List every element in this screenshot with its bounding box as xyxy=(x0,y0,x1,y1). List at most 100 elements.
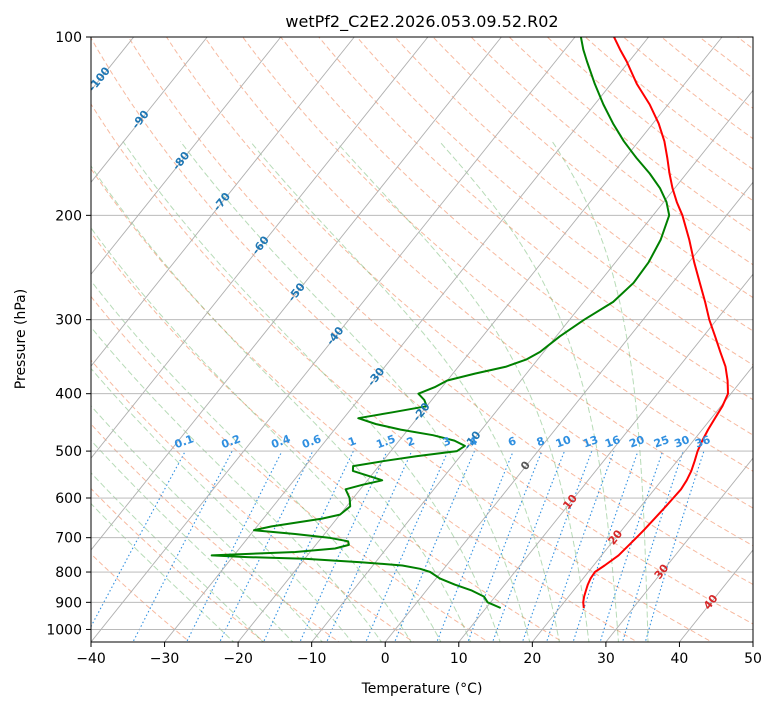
mixing-ratio-label: 10 xyxy=(554,433,573,451)
mixing-ratio-line xyxy=(622,450,684,642)
moist-adiabat-line xyxy=(179,141,531,642)
mixing-ratio-line xyxy=(546,450,615,642)
moist-adiabat-line xyxy=(91,405,323,642)
moist-adiabat-line xyxy=(551,141,649,642)
isotherm-line xyxy=(91,37,282,275)
x-tick-label: −40 xyxy=(76,651,106,667)
dry-adiabat-line xyxy=(432,37,753,299)
mixing-ratio-label: 16 xyxy=(603,433,622,451)
isotherm-line xyxy=(531,365,753,642)
x-tick-label: 20 xyxy=(523,651,541,667)
isotherm-line xyxy=(237,37,723,642)
mixing-ratio-label: 0.1 xyxy=(173,432,196,451)
moist-adiabat-line xyxy=(122,141,501,642)
moist-adiabat-line xyxy=(91,280,412,642)
isotherm-line xyxy=(91,37,429,459)
y-tick-label: 600 xyxy=(55,491,82,507)
dry-adiabat-line xyxy=(318,37,753,401)
mixing-ratio-line xyxy=(436,450,514,642)
y-tick-label: 800 xyxy=(55,565,82,581)
y-tick-label: 500 xyxy=(55,444,82,460)
dry-adiabat-line xyxy=(280,37,753,436)
mixing-ratio-label: 1.5 xyxy=(374,432,397,451)
dry-adiabat-line xyxy=(91,232,564,642)
temperature-line xyxy=(582,37,729,609)
isotherm-line xyxy=(605,457,753,642)
dewpoint-line xyxy=(210,37,671,609)
moist-adiabat-line xyxy=(91,439,294,642)
y-tick-label: 700 xyxy=(55,531,82,547)
dry-adiabat-line xyxy=(203,37,753,509)
moist-adiabat-line xyxy=(91,326,383,642)
mixing-ratio-label: 0.4 xyxy=(269,432,292,451)
moist-adiabat-line xyxy=(438,140,619,642)
chart-title: wetPf2_C2E2.2026.053.09.52.R02 xyxy=(285,12,558,32)
line-labels: -100-90-80-70-60-50-40-30-20-10010203040… xyxy=(86,64,721,612)
mixing-ratio-line xyxy=(572,450,639,642)
dry-adiabat-line xyxy=(758,24,775,645)
moist-adiabat-line xyxy=(249,140,560,642)
moist-adiabat-line xyxy=(91,472,264,642)
isotherm-line xyxy=(91,37,576,642)
mixing-ratio-label: 6 xyxy=(506,434,518,449)
plot-background xyxy=(91,37,753,642)
mixing-ratio-label: 36 xyxy=(693,433,712,451)
mixing-ratio-label: 8 xyxy=(535,434,547,449)
axes: −40 −30 −20 −10 0 10 20 30 40 5010020030040050060… xyxy=(46,30,762,667)
mixing-ratio-label: 2 xyxy=(405,434,417,449)
dry-adiabat-line xyxy=(394,37,753,332)
mixing-ratio-line xyxy=(394,450,476,642)
plot-frame xyxy=(90,36,754,643)
isotherm-line xyxy=(311,89,753,642)
y-tick-label: 300 xyxy=(55,313,82,329)
mixing-ratio-line xyxy=(599,450,664,642)
isotherm-line xyxy=(91,37,208,183)
x-axis-label: Temperature (°C) xyxy=(361,681,483,697)
x-tick-label: 0 xyxy=(381,651,390,667)
x-tick-label: 30 xyxy=(597,651,615,667)
mixing-ratio-label: 30 xyxy=(673,433,692,451)
isotherm-line xyxy=(458,273,753,642)
mixing-ratio-line xyxy=(185,450,283,642)
moist-adiabat-line xyxy=(91,367,353,642)
mixing-ratio-line xyxy=(91,450,186,628)
mixing-ratio-label: 25 xyxy=(652,433,671,450)
isotherm-line xyxy=(384,181,753,642)
mixing-ratio-line xyxy=(644,450,705,642)
mixing-ratio-label: 20 xyxy=(627,433,646,451)
mixing-ratio-label: 3 xyxy=(441,434,453,449)
y-tick-label: 400 xyxy=(55,387,82,403)
moist-adiabat-line xyxy=(91,227,442,642)
y-tick-label: 200 xyxy=(55,208,82,224)
mixing-ratio-line xyxy=(262,450,354,642)
mixing-ratio-label: 0.2 xyxy=(220,432,243,451)
background-lines xyxy=(0,24,775,645)
moist-adiabat-line xyxy=(91,165,472,642)
isotherm-line xyxy=(91,37,502,551)
x-tick-label: 10 xyxy=(450,651,468,667)
x-tick-label: 50 xyxy=(744,651,762,667)
mixing-ratio-label: 4 xyxy=(467,434,479,449)
y-tick-label: 100 xyxy=(55,30,82,46)
isotherm-line xyxy=(91,37,355,367)
isotherm-line xyxy=(0,37,60,642)
plot-area xyxy=(91,37,753,642)
y-axis-label: Pressure (hPa) xyxy=(13,289,29,389)
dry-adiabat-line xyxy=(165,37,753,547)
mixing-ratio-label: 0.6 xyxy=(300,432,323,451)
isotherm-line xyxy=(164,37,649,642)
x-tick-label: −30 xyxy=(150,651,180,667)
y-tick-label: 1000 xyxy=(46,622,82,638)
y-tick-label: 900 xyxy=(55,595,82,611)
mixing-ratio-label: 1 xyxy=(346,434,358,449)
isotherm-line xyxy=(752,641,753,642)
x-tick-label: −10 xyxy=(297,651,327,667)
dry-adiabat-line xyxy=(127,37,753,586)
mixing-ratio-label: 13 xyxy=(581,433,600,450)
mixing-ratio-line xyxy=(521,450,593,642)
x-tick-label: −20 xyxy=(223,651,253,667)
mixing-ratio-line xyxy=(492,450,566,642)
x-tick-label: 40 xyxy=(671,651,689,667)
profile-lines xyxy=(210,37,729,609)
